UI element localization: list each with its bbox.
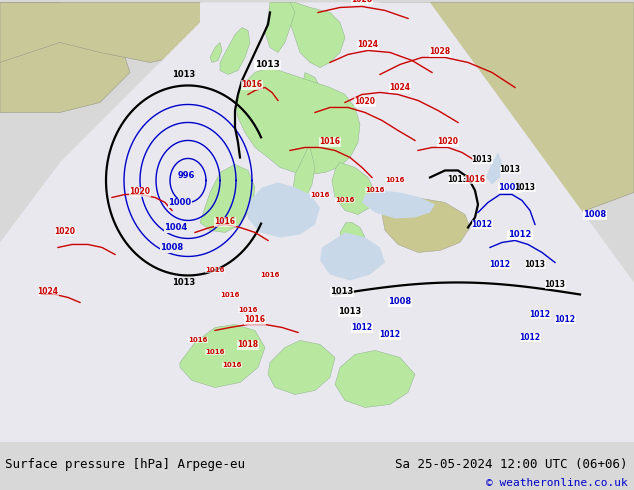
Text: 1028: 1028 (351, 0, 373, 4)
Text: 1004: 1004 (164, 223, 188, 232)
Text: 1024: 1024 (389, 83, 410, 93)
Text: 1020: 1020 (354, 98, 375, 106)
Text: 1016: 1016 (188, 338, 208, 343)
Text: Sa 25-05-2024 12:00 UTC (06+06): Sa 25-05-2024 12:00 UTC (06+06) (395, 458, 628, 470)
Text: 1016: 1016 (335, 197, 354, 203)
Text: 1008: 1008 (583, 211, 607, 220)
Polygon shape (380, 2, 634, 222)
Polygon shape (332, 163, 375, 215)
Text: 1012: 1012 (529, 311, 550, 319)
Text: 1008: 1008 (389, 297, 411, 306)
Text: 1016: 1016 (465, 175, 486, 184)
Polygon shape (335, 350, 415, 408)
Text: 1016: 1016 (385, 177, 404, 183)
Polygon shape (235, 68, 360, 174)
Text: 1013: 1013 (515, 183, 536, 193)
Text: 1012: 1012 (380, 330, 401, 340)
Text: 1016: 1016 (320, 138, 340, 147)
Text: 1016: 1016 (365, 188, 385, 194)
Text: 1016: 1016 (214, 218, 235, 226)
Text: 1020: 1020 (129, 188, 150, 196)
Text: 1013: 1013 (448, 175, 469, 184)
Polygon shape (180, 324, 265, 388)
Polygon shape (265, 2, 295, 52)
Text: 1016: 1016 (242, 80, 262, 90)
Polygon shape (303, 73, 320, 95)
Polygon shape (0, 2, 130, 113)
Polygon shape (200, 165, 255, 232)
Text: 1013: 1013 (339, 307, 361, 317)
Text: 1016: 1016 (238, 307, 257, 314)
Text: 1013: 1013 (524, 261, 545, 270)
Polygon shape (340, 222, 365, 250)
Polygon shape (382, 197, 470, 252)
Text: 1012: 1012 (472, 220, 493, 229)
Polygon shape (0, 2, 634, 442)
Text: 1012: 1012 (555, 316, 576, 324)
Polygon shape (285, 2, 345, 68)
Text: 1012: 1012 (489, 261, 510, 270)
Text: 1000: 1000 (169, 198, 191, 207)
Text: 1016: 1016 (205, 349, 224, 355)
Text: 1013: 1013 (255, 60, 280, 70)
Text: 1016: 1016 (205, 268, 224, 273)
Text: 1016: 1016 (220, 293, 240, 298)
Polygon shape (293, 147, 315, 202)
Text: 1013: 1013 (545, 280, 566, 290)
Text: Surface pressure [hPa] Arpege-eu: Surface pressure [hPa] Arpege-eu (5, 458, 245, 470)
Polygon shape (0, 2, 230, 62)
Text: 1016: 1016 (310, 193, 330, 198)
Polygon shape (362, 191, 435, 219)
Polygon shape (248, 182, 320, 238)
Polygon shape (220, 27, 250, 74)
Text: 1008: 1008 (160, 244, 184, 252)
Text: 1013: 1013 (172, 278, 196, 288)
Polygon shape (320, 232, 385, 280)
Polygon shape (486, 152, 502, 184)
Text: 1018: 1018 (238, 341, 259, 349)
Text: 1020: 1020 (437, 138, 458, 147)
Text: 1008: 1008 (498, 183, 522, 193)
Text: 1024: 1024 (37, 288, 58, 296)
Text: 1020: 1020 (55, 227, 75, 237)
Text: 1016: 1016 (223, 363, 242, 368)
Text: 1012: 1012 (508, 230, 532, 240)
Polygon shape (268, 341, 335, 394)
Text: 1013: 1013 (472, 155, 493, 165)
Text: 996: 996 (178, 172, 195, 180)
Text: 1013: 1013 (500, 166, 521, 174)
Text: 1024: 1024 (358, 41, 378, 49)
Text: 1013: 1013 (172, 71, 196, 79)
Text: © weatheronline.co.uk: © weatheronline.co.uk (486, 478, 628, 488)
Polygon shape (210, 43, 222, 62)
Text: 1012: 1012 (351, 323, 373, 332)
Text: 1016: 1016 (245, 316, 266, 324)
Text: 1012: 1012 (519, 334, 541, 343)
Text: 1013: 1013 (330, 288, 354, 296)
Text: 1016: 1016 (261, 272, 280, 278)
Text: 1028: 1028 (429, 48, 451, 56)
